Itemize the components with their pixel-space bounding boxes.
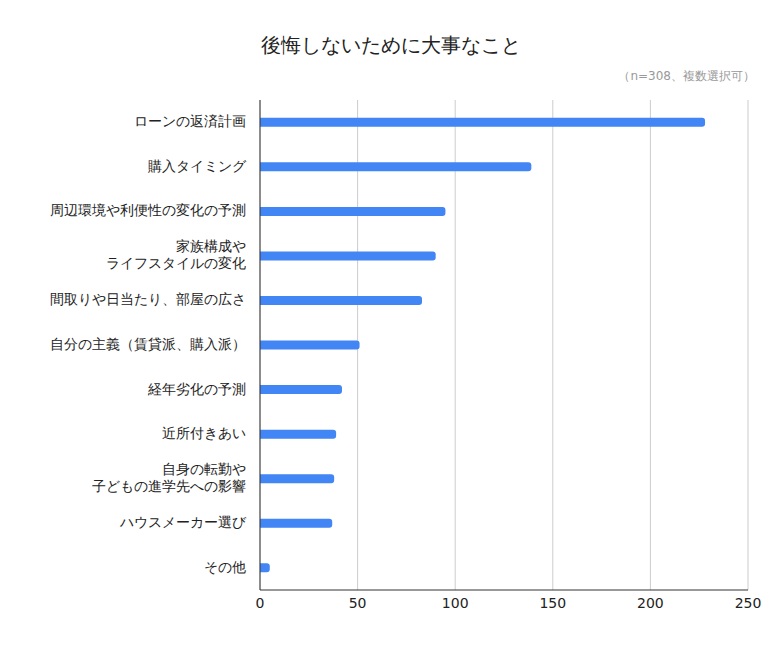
svg-text:ハウスメーカー選び: ハウスメーカー選び [119, 514, 247, 530]
svg-text:200: 200 [637, 595, 664, 611]
svg-text:0: 0 [256, 595, 265, 611]
html-text:後悔しないために大事なこと: 後悔しないために大事なこと [260, 33, 521, 57]
svg-text:間取りや日当たり、部屋の広さ: 間取りや日当たり、部屋の広さ [50, 291, 246, 307]
svg-text:100: 100 [442, 595, 469, 611]
svg-text:家族構成やライフスタイルの変化: 家族構成やライフスタイルの変化 [106, 238, 246, 271]
svg-text:その他: その他 [204, 559, 246, 575]
svg-text:自分の主義（賃貸派、購入派）: 自分の主義（賃貸派、購入派） [50, 336, 246, 352]
svg-text:購入タイミング: 購入タイミング [148, 158, 247, 174]
svg-text:250: 250 [735, 595, 762, 611]
svg-text:50: 50 [349, 595, 367, 611]
svg-text:周辺環境や利便性の変化の予測: 周辺環境や利便性の変化の予測 [50, 202, 246, 218]
svg-text:自身の転勤や子どもの進学先への影響: 自身の転勤や子どもの進学先への影響 [92, 461, 246, 494]
svg-text:経年劣化の予測: 経年劣化の予測 [147, 381, 246, 397]
html-text:（n=308、複数選択可）: （n=308、複数選択可） [618, 69, 755, 83]
svg-text:ローンの返済計画: ローンの返済計画 [134, 113, 246, 129]
svg-text:150: 150 [539, 595, 566, 611]
svg-text:近所付きあい: 近所付きあい [162, 425, 246, 441]
